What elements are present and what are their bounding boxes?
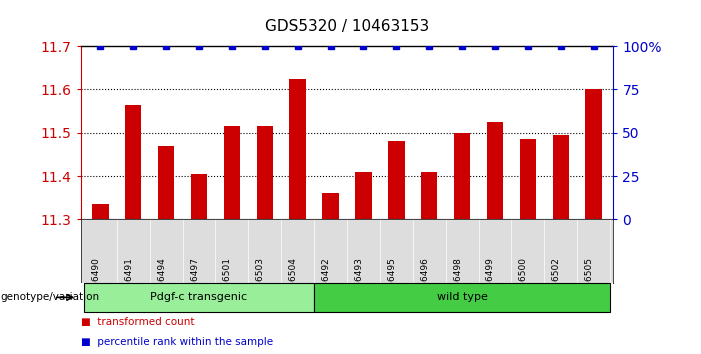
Text: Pdgf-c transgenic: Pdgf-c transgenic bbox=[151, 292, 247, 302]
Bar bbox=[454, 133, 470, 219]
Bar bbox=[314, 283, 610, 312]
Bar bbox=[519, 139, 536, 219]
Bar bbox=[421, 172, 437, 219]
Bar bbox=[552, 135, 569, 219]
Text: ■  transformed count: ■ transformed count bbox=[81, 318, 194, 327]
Bar bbox=[355, 172, 372, 219]
Text: wild type: wild type bbox=[437, 292, 487, 302]
Bar bbox=[585, 89, 602, 219]
Bar bbox=[322, 193, 339, 219]
Bar bbox=[257, 126, 273, 219]
Bar bbox=[388, 141, 404, 219]
Bar bbox=[125, 104, 142, 219]
Text: GDS5320 / 10463153: GDS5320 / 10463153 bbox=[265, 19, 429, 34]
Bar bbox=[191, 174, 207, 219]
Bar bbox=[158, 146, 175, 219]
Bar bbox=[84, 283, 314, 312]
Bar bbox=[224, 126, 240, 219]
Bar bbox=[486, 122, 503, 219]
Text: genotype/variation: genotype/variation bbox=[0, 292, 99, 302]
Bar bbox=[92, 204, 109, 219]
Bar bbox=[290, 79, 306, 219]
Text: ■  percentile rank within the sample: ■ percentile rank within the sample bbox=[81, 337, 273, 347]
